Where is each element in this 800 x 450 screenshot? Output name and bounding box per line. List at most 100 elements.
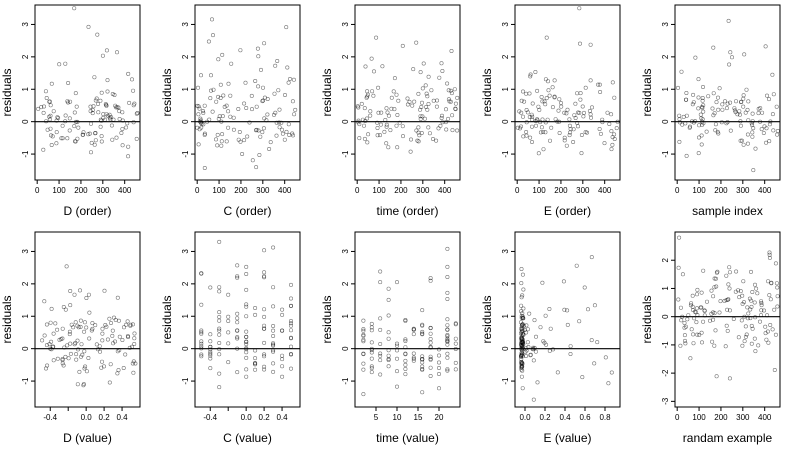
data-point <box>288 321 293 326</box>
data-point <box>371 93 376 98</box>
data-point <box>53 321 58 326</box>
data-point <box>73 340 78 345</box>
data-point <box>428 326 433 331</box>
data-point <box>415 138 420 143</box>
data-point <box>741 93 746 98</box>
data-point <box>51 109 56 114</box>
data-point <box>745 132 750 137</box>
data-point <box>714 374 719 379</box>
data-point <box>235 335 240 340</box>
data-point <box>533 349 538 354</box>
data-point <box>288 303 293 308</box>
data-point <box>434 104 439 109</box>
data-point <box>547 138 552 143</box>
data-point <box>682 333 687 338</box>
data-point <box>766 279 771 284</box>
data-point <box>767 255 772 260</box>
data-point <box>520 351 525 356</box>
data-point <box>527 115 532 120</box>
data-point <box>99 90 104 95</box>
data-point <box>711 45 716 50</box>
data-point <box>609 129 614 134</box>
data-point <box>120 337 125 342</box>
data-point <box>555 370 560 375</box>
data-point <box>724 273 729 278</box>
data-point <box>217 310 222 315</box>
data-point <box>208 353 213 358</box>
data-point <box>681 114 686 119</box>
data-point <box>132 336 137 341</box>
data-point <box>365 92 370 97</box>
data-point <box>445 368 450 373</box>
data-point <box>763 331 768 336</box>
data-point <box>362 106 367 111</box>
plot-frame <box>34 231 141 408</box>
data-point <box>104 48 109 53</box>
data-point <box>443 107 448 112</box>
data-point <box>690 102 695 107</box>
data-point <box>378 316 383 321</box>
data-point <box>585 307 590 312</box>
data-point <box>581 114 586 119</box>
data-point <box>764 337 769 342</box>
data-point <box>199 73 204 78</box>
data-point <box>712 343 717 348</box>
data-point <box>215 143 220 148</box>
data-point <box>407 99 412 104</box>
data-point <box>276 88 281 93</box>
data-point <box>530 101 535 106</box>
data-point <box>368 109 373 114</box>
data-point <box>742 52 747 57</box>
data-point <box>725 328 730 333</box>
data-point <box>369 340 374 345</box>
data-point <box>279 127 284 132</box>
data-point <box>695 287 700 292</box>
data-point <box>740 343 745 348</box>
data-point <box>89 328 94 333</box>
data-point <box>378 353 383 358</box>
data-point <box>208 339 213 344</box>
data-point <box>772 307 777 312</box>
data-point <box>700 98 705 103</box>
data-point <box>767 122 772 127</box>
data-point <box>244 314 249 319</box>
data-point <box>202 166 207 171</box>
data-point <box>539 125 544 130</box>
x-tick-label: 100 <box>212 186 226 195</box>
data-point <box>675 85 680 90</box>
data-point <box>695 332 700 337</box>
y-tick-label: -1 <box>341 377 350 385</box>
data-point <box>236 107 241 112</box>
data-point <box>214 99 219 104</box>
data-point <box>119 131 124 136</box>
data-point <box>577 6 582 11</box>
y-tick-label: 2 <box>501 54 510 59</box>
data-point <box>226 341 231 346</box>
data-point <box>93 98 98 103</box>
data-point <box>678 343 683 348</box>
data-point <box>524 108 529 113</box>
data-point <box>440 69 445 74</box>
data-point <box>598 90 603 95</box>
data-point <box>386 297 391 302</box>
data-point <box>49 81 54 86</box>
data-point <box>771 128 776 133</box>
data-point <box>389 95 394 100</box>
data-point <box>403 366 408 371</box>
data-point <box>704 129 709 134</box>
data-point <box>752 282 757 287</box>
data-point <box>41 147 46 152</box>
data-point <box>426 102 431 107</box>
data-point <box>420 114 425 119</box>
data-point <box>361 333 366 338</box>
data-point <box>713 122 718 127</box>
data-point <box>720 102 725 107</box>
data-point <box>76 125 81 130</box>
data-point <box>598 131 603 136</box>
data-point <box>75 338 80 343</box>
data-point <box>88 104 93 109</box>
data-point <box>254 165 259 170</box>
data-point <box>231 127 236 132</box>
data-point <box>540 280 545 285</box>
data-point <box>126 144 131 149</box>
